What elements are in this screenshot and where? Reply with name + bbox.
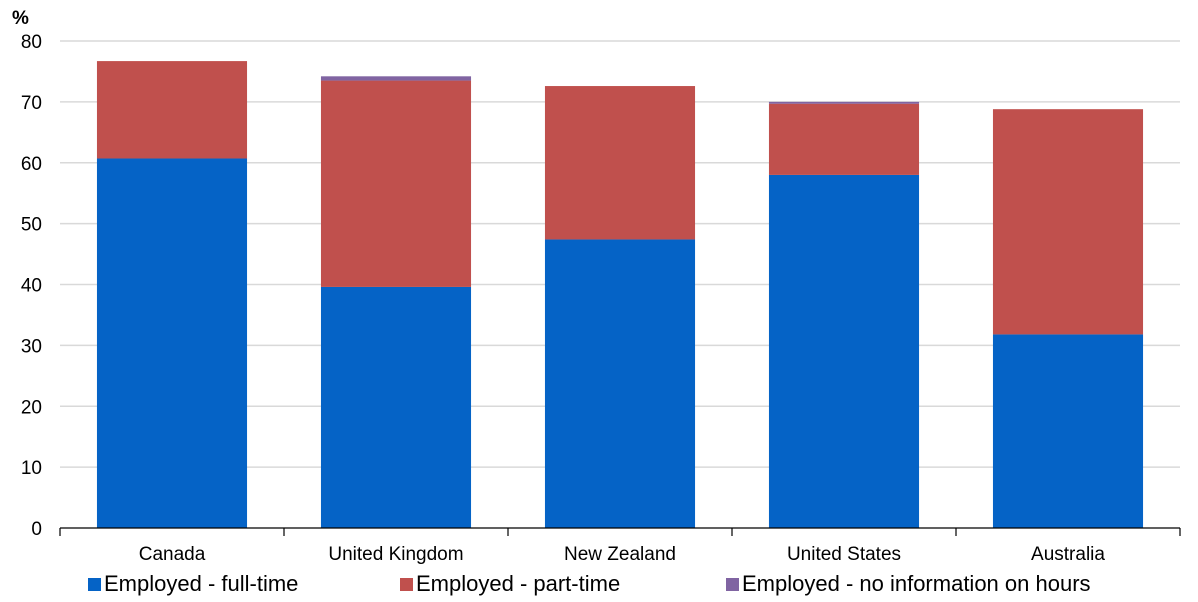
- legend-item-full-time: Employed - full-time: [88, 571, 400, 597]
- y-tick-label-50: 50: [21, 215, 42, 236]
- y-tick-labels: 0 10 20 30 40 50 60 70 80: [21, 32, 42, 540]
- x-tick-label-4: Australia: [1031, 544, 1105, 565]
- x-tick-labels: Canada United Kingdom New Zealand United St…: [139, 544, 1106, 565]
- x-tick-label-1: United Kingdom: [328, 544, 463, 565]
- bar-1-series-2: [320, 76, 472, 81]
- bar-3-series-2: [768, 101, 920, 104]
- legend-label-full-time: Employed - full-time: [104, 571, 299, 596]
- bar-4-series-0: [992, 334, 1144, 528]
- bar-2-series-1: [544, 86, 696, 240]
- legend-item-part-time: Employed - part-time: [400, 571, 726, 597]
- bar-4-series-1: [992, 109, 1144, 335]
- legend-swatch-part-time: [400, 577, 413, 591]
- x-tick-label-2: New Zealand: [564, 544, 676, 565]
- bar-1-series-1: [320, 80, 472, 287]
- legend-item-no-info: Employed - no information on hours: [726, 571, 1126, 597]
- bar-0-series-1: [96, 61, 248, 159]
- y-tick-label-10: 10: [21, 458, 42, 479]
- y-tick-label-80: 80: [21, 32, 42, 53]
- legend: Employed - full-time Employed - part-tim…: [88, 570, 1126, 598]
- y-tick-label-60: 60: [21, 154, 42, 175]
- bar-2-series-0: [544, 239, 696, 528]
- axes: %: [12, 8, 1181, 536]
- y-tick-label-20: 20: [21, 397, 42, 418]
- legend-swatch-full-time: [88, 577, 101, 591]
- legend-label-no-info: Employed - no information on hours: [742, 571, 1091, 596]
- bars: [96, 61, 1144, 529]
- y-axis-unit-label: %: [12, 8, 29, 29]
- x-tick-label-3: United States: [787, 544, 901, 565]
- y-tick-label-30: 30: [21, 336, 42, 357]
- y-tick-label-0: 0: [31, 519, 42, 540]
- x-tick-label-0: Canada: [139, 544, 206, 565]
- bar-3-series-1: [768, 103, 920, 175]
- bar-3-series-0: [768, 174, 920, 529]
- bar-1-series-0: [320, 286, 472, 528]
- bar-0-series-0: [96, 158, 248, 528]
- y-tick-label-40: 40: [21, 276, 42, 297]
- legend-label-part-time: Employed - part-time: [416, 571, 621, 596]
- legend-swatch-no-info: [726, 577, 739, 591]
- y-tick-label-70: 70: [21, 93, 42, 114]
- chart-plot: % 0 10 20 30 40 50 60 70 80 Canada United Kingdom…: [12, 8, 1181, 565]
